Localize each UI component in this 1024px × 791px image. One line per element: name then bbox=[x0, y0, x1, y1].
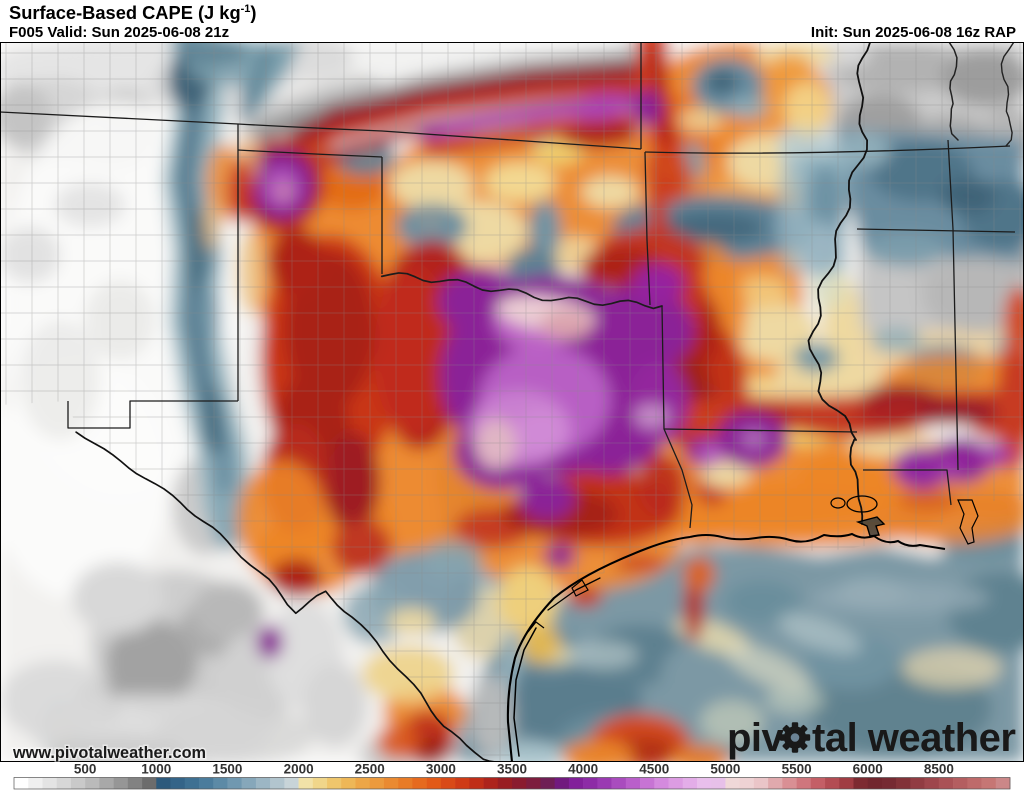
svg-text:6000: 6000 bbox=[853, 762, 883, 777]
svg-text:4500: 4500 bbox=[639, 762, 669, 777]
svg-text:www.pivotalweather.com: www.pivotalweather.com bbox=[12, 744, 206, 762]
svg-text:F005 Valid: Sun 2025-06-08 21z: F005 Valid: Sun 2025-06-08 21z bbox=[9, 24, 229, 41]
svg-text:3500: 3500 bbox=[497, 762, 527, 777]
svg-text:Init: Sun 2025-06-08 16z RAP: Init: Sun 2025-06-08 16z RAP bbox=[811, 24, 1016, 41]
svg-text:tal weather: tal weather bbox=[812, 716, 1015, 760]
svg-text:2000: 2000 bbox=[284, 762, 314, 777]
svg-text:5000: 5000 bbox=[710, 762, 740, 777]
svg-text:1500: 1500 bbox=[212, 762, 242, 777]
svg-text:1000: 1000 bbox=[141, 762, 171, 777]
svg-text:3000: 3000 bbox=[426, 762, 456, 777]
svg-text:2500: 2500 bbox=[355, 762, 385, 777]
svg-text:piv: piv bbox=[727, 716, 785, 760]
svg-text:8500: 8500 bbox=[924, 762, 954, 777]
svg-text:500: 500 bbox=[74, 762, 97, 777]
svg-text:5500: 5500 bbox=[782, 762, 812, 777]
svg-text:Surface-Based CAPE (J kg-1): Surface-Based CAPE (J kg-1) bbox=[9, 2, 257, 23]
svg-text:4000: 4000 bbox=[568, 762, 598, 777]
